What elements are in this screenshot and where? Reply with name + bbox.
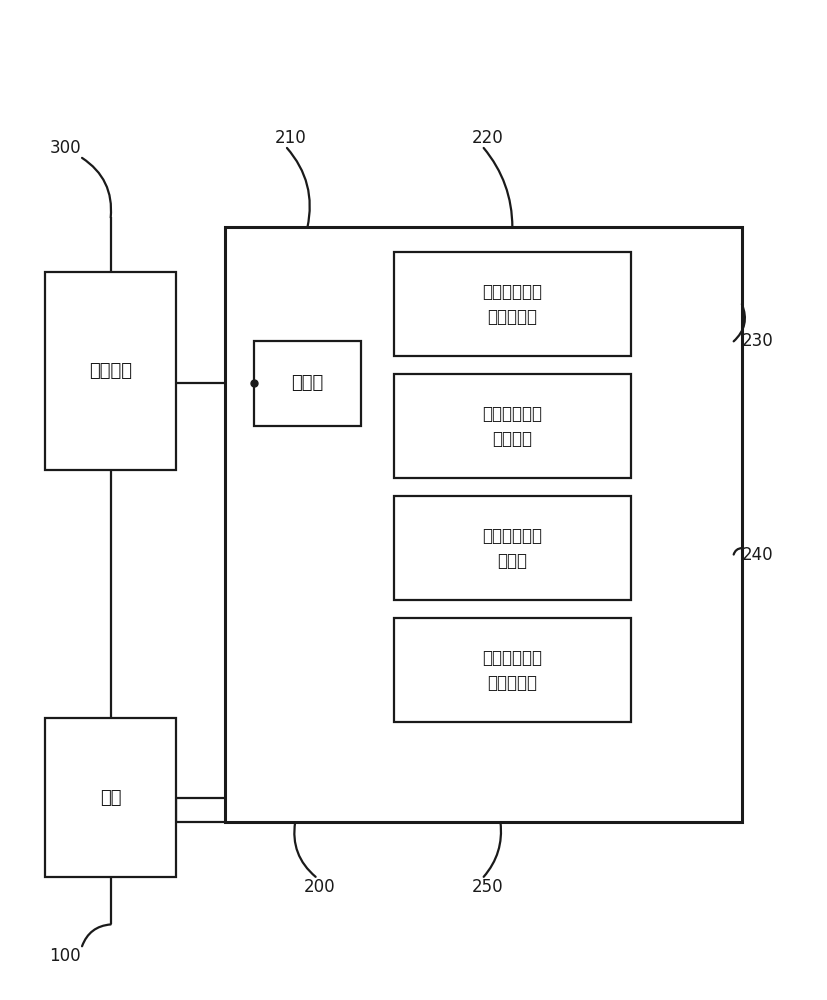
Text: 230: 230 [741,332,772,350]
FancyArrowPatch shape [287,148,309,227]
Text: 220: 220 [471,129,503,147]
Bar [225,227,741,822]
Text: 240: 240 [741,546,772,564]
Text: 换热单元: 换热单元 [89,362,132,380]
Text: 250: 250 [471,878,502,896]
Text: 300: 300 [49,139,81,157]
FancyArrowPatch shape [82,924,111,946]
Text: 100: 100 [49,947,81,965]
Bar [393,374,630,478]
Bar [393,252,630,356]
Text: 充电模块的内
部冷却管路: 充电模块的内 部冷却管路 [482,283,542,326]
Text: 210: 210 [275,129,306,147]
FancyArrowPatch shape [733,304,744,341]
Bar [45,718,176,877]
Bar [393,618,630,722]
Bar [393,496,630,600]
FancyArrowPatch shape [733,548,741,555]
FancyArrowPatch shape [483,148,512,227]
Text: 液泵: 液泵 [100,788,122,806]
FancyArrowPatch shape [294,822,315,877]
Text: 电池的内部冷
却管路: 电池的内部冷 却管路 [482,527,542,570]
Text: 200: 200 [303,878,335,896]
Bar [45,272,176,470]
Text: 充电模块的外
部散热板: 充电模块的外 部散热板 [482,405,542,448]
Bar [254,341,361,426]
FancyArrowPatch shape [483,822,500,877]
Text: 电磁阀: 电磁阀 [291,374,323,392]
Text: 与电池相接的
充电换热板: 与电池相接的 充电换热板 [482,649,542,692]
FancyArrowPatch shape [82,158,111,217]
